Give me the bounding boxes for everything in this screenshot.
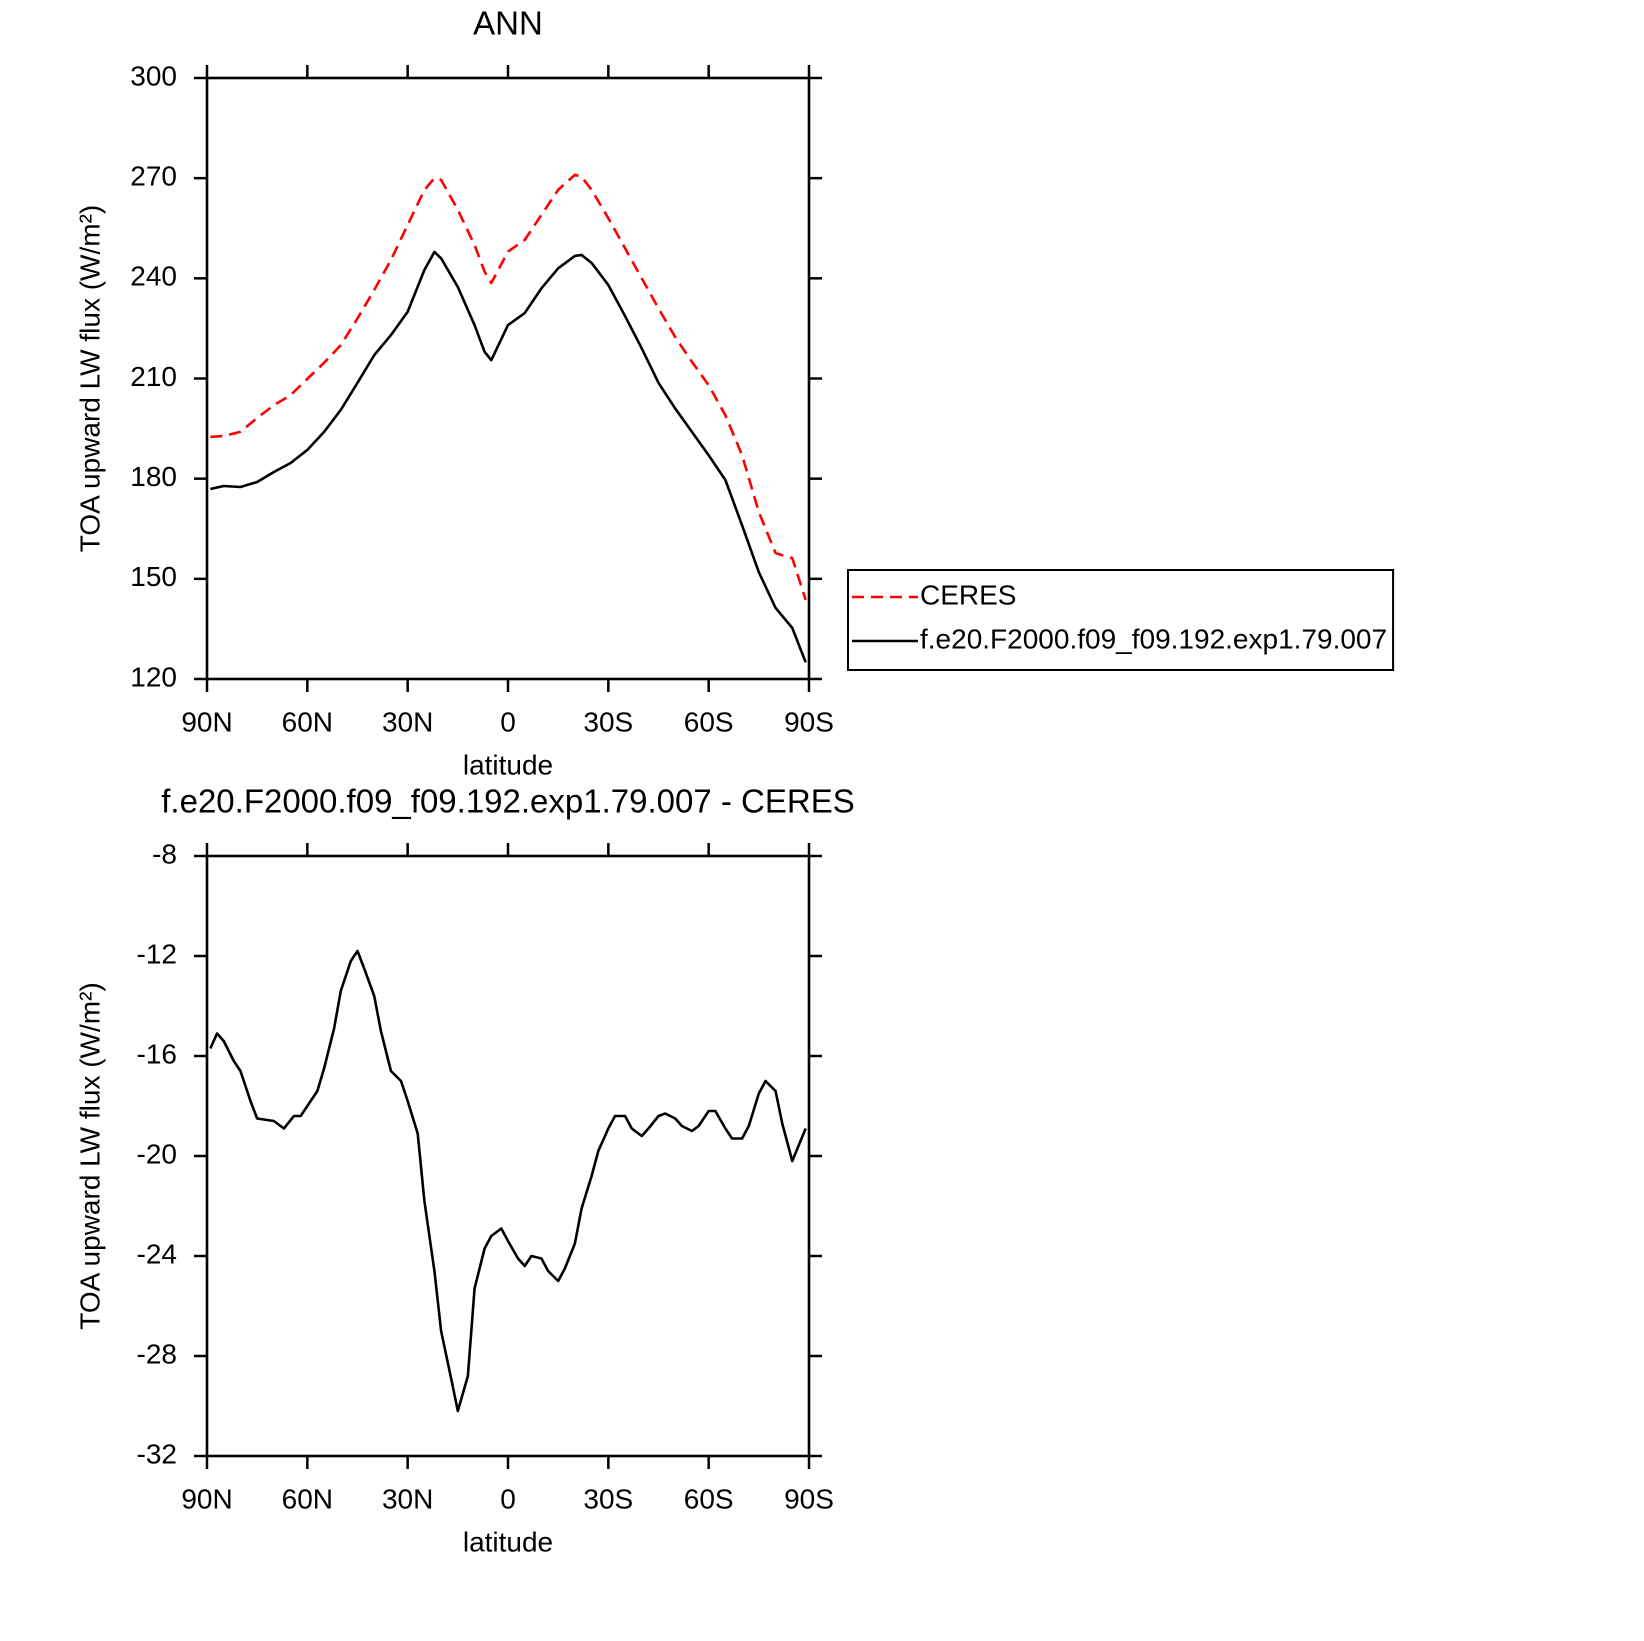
x-tick-label: 0: [500, 1483, 516, 1514]
legend: CERES f.e20.F2000.f09_f09.192.exp1.79.007: [847, 569, 1395, 671]
y-tick-label: -28: [137, 1338, 177, 1369]
y-tick-label: 150: [130, 561, 177, 592]
y-tick-label: -32: [137, 1438, 177, 1469]
legend-frame: [847, 569, 1395, 671]
x-tick-label: 0: [500, 706, 516, 737]
series-line: [210, 250, 807, 663]
x-axis-title: latitude: [463, 749, 553, 780]
x-tick-label: 90S: [784, 706, 834, 737]
chart-title: ANN: [473, 5, 543, 42]
plot-frame: [205, 76, 811, 681]
y-axis-title: TOA upward LW flux (W/m²): [74, 205, 105, 552]
y-tick-label: 240: [130, 261, 177, 292]
legend-label: f.e20.F2000.f09_f09.192.exp1.79.007: [920, 623, 1387, 654]
y-tick-label: 300: [130, 60, 177, 91]
y-axis-title: TOA upward LW flux (W/m²): [74, 982, 105, 1329]
y-tick-label: -24: [137, 1238, 177, 1269]
chart-title: f.e20.F2000.f09_f09.192.exp1.79.007 - CE…: [161, 783, 854, 820]
y-tick-label: 210: [130, 361, 177, 392]
x-tick-label: 60S: [684, 706, 734, 737]
x-tick-label: 90S: [784, 1483, 834, 1514]
x-tick-label: 60N: [282, 1483, 333, 1514]
y-tick-label: -8: [152, 838, 177, 869]
series-line: [210, 173, 807, 601]
x-tick-label: 30S: [583, 706, 633, 737]
x-tick-label: 60N: [282, 706, 333, 737]
y-tick-label: -12: [137, 938, 177, 969]
x-tick-label: 90N: [181, 1483, 232, 1514]
x-tick-label: 30N: [382, 1483, 433, 1514]
y-tick-label: -16: [137, 1038, 177, 1069]
y-tick-label: 180: [130, 461, 177, 492]
x-tick-label: 90N: [181, 706, 232, 737]
y-tick-label: 270: [130, 161, 177, 192]
legend-label: CERES: [920, 579, 1016, 610]
series-line: [209, 949, 807, 1413]
x-tick-label: 30S: [583, 1483, 633, 1514]
x-axis-title: latitude: [463, 1526, 553, 1557]
y-tick-label: -20: [137, 1138, 177, 1169]
x-tick-label: 30N: [382, 706, 433, 737]
x-tick-label: 60S: [684, 1483, 734, 1514]
plot-frame: [205, 854, 811, 1458]
y-tick-label: 120: [130, 661, 177, 692]
